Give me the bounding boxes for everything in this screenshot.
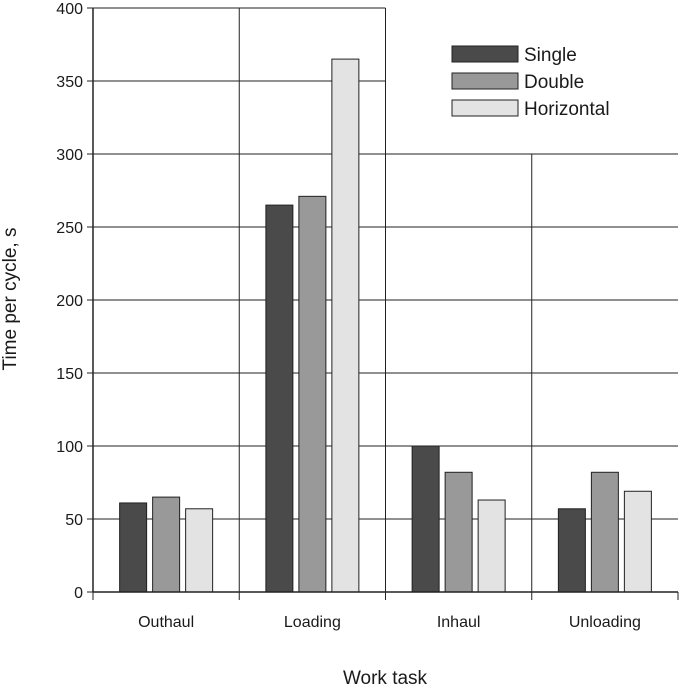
bar-single-inhaul: [411, 445, 440, 593]
y-tick-label: 150: [56, 366, 83, 383]
y-tick-labels: 0 50 100 150 200 250 300 350 400: [56, 1, 83, 602]
x-category-label: Unloading: [569, 614, 641, 631]
legend-swatch-horizontal: [451, 99, 519, 117]
x-category-label: Loading: [284, 614, 341, 631]
bar-horizontal-loading: [331, 58, 360, 593]
legend-label-horizontal: Horizontal: [524, 99, 610, 120]
y-tick-label: 100: [56, 439, 83, 456]
axes: [87, 7, 679, 600]
legend: Single Double Horizontal: [451, 45, 610, 120]
x-category-labels: Outhaul Loading Inhaul Unloading: [138, 614, 641, 631]
bar-single-outhaul: [119, 502, 148, 593]
y-axis-title: Time per cycle, s: [0, 228, 21, 371]
bar-single-loading: [265, 204, 294, 593]
legend-label-double: Double: [524, 72, 584, 93]
y-tick-label: 400: [56, 1, 83, 18]
y-tick-label: 0: [74, 585, 83, 602]
legend-swatch-single: [451, 45, 519, 63]
bar-horizontal-unloading: [623, 490, 652, 593]
bar-horizontal-outhaul: [185, 508, 214, 593]
bar-double-loading: [298, 195, 327, 593]
bar-horizontal-inhaul: [477, 499, 506, 593]
x-axis-title: Work task: [343, 668, 428, 686]
x-category-label: Outhaul: [138, 614, 194, 631]
y-tick-label: 350: [56, 74, 83, 91]
bars: [119, 58, 652, 593]
y-tick-label: 200: [56, 293, 83, 310]
gridlines: [93, 7, 678, 592]
bar-single-unloading: [557, 508, 586, 593]
y-tick-label: 50: [65, 512, 83, 529]
bar-double-outhaul: [152, 496, 181, 593]
legend-swatch-double: [451, 72, 519, 90]
y-tick-label: 300: [56, 147, 83, 164]
bar-double-unloading: [590, 471, 619, 593]
y-tick-label: 250: [56, 220, 83, 237]
bar-double-inhaul: [444, 471, 473, 593]
x-category-label: Inhaul: [437, 614, 481, 631]
legend-label-single: Single: [524, 45, 577, 66]
